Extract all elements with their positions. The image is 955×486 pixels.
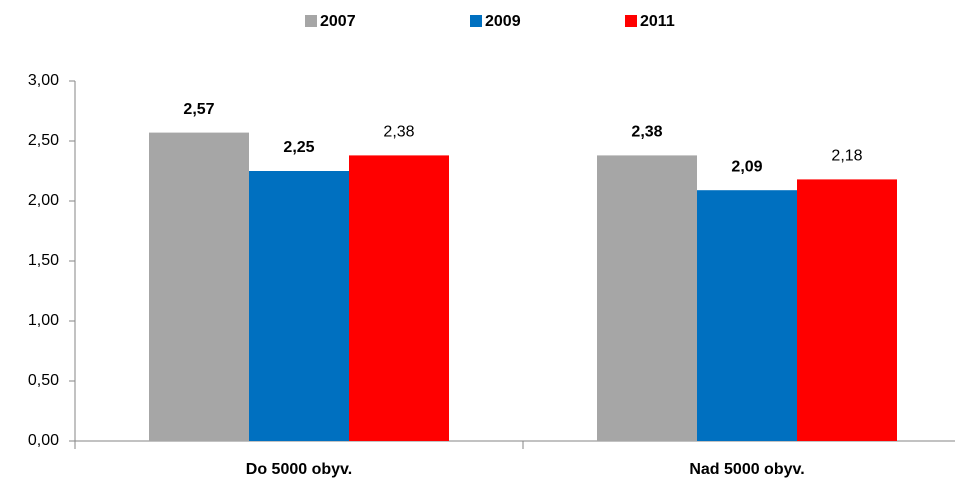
bar [149,132,249,441]
legend-label: 2007 [320,13,356,30]
y-tick-label: 1,00 [28,312,59,329]
y-tick-label: 3,00 [28,72,59,89]
value-label: 2,57 [183,101,214,118]
y-tick-label: 1,50 [28,252,59,269]
legend-label: 2011 [640,13,675,30]
bar [797,179,897,441]
value-label: 2,38 [631,124,662,141]
legend-label: 2009 [485,13,521,30]
legend-swatch [470,15,482,27]
bar [697,190,797,441]
legend-swatch [625,15,637,27]
bar [249,171,349,441]
y-tick-label: 2,50 [28,132,59,149]
x-tick-label: Nad 5000 obyv. [689,461,804,478]
bar [349,155,449,441]
y-tick-label: 0,50 [28,372,59,389]
y-tick-label: 0,00 [28,432,59,449]
y-tick-label: 2,00 [28,192,59,209]
value-label: 2,25 [283,139,314,156]
value-label: 2,38 [383,124,414,141]
value-label: 2,18 [831,148,862,165]
bar [597,155,697,441]
value-label: 2,09 [731,158,762,175]
x-tick-label: Do 5000 obyv. [246,461,352,478]
legend-swatch [305,15,317,27]
